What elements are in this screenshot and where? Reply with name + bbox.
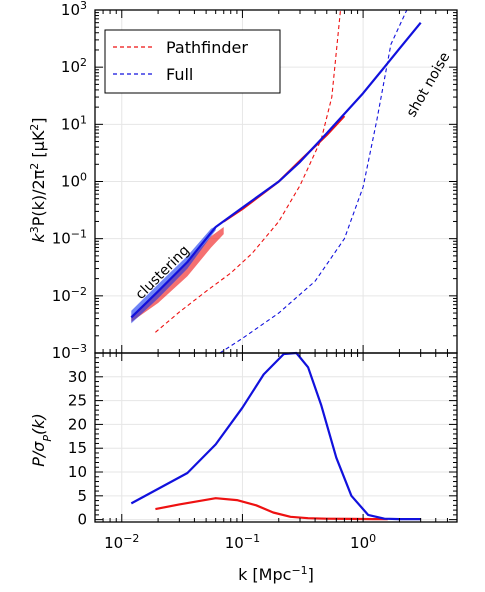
bottom-ytick-label: 20 xyxy=(68,415,87,433)
top-ytick-label: 10−3 xyxy=(52,342,87,363)
bot-ylabel-end: (k) xyxy=(29,413,48,435)
tick-base: 10 xyxy=(61,1,80,19)
tick-exponent: −1 xyxy=(71,227,87,240)
top-ylabel-exp1: 3 xyxy=(28,226,41,233)
snr-line-0 xyxy=(155,497,388,521)
series-pathfinder-noise xyxy=(155,9,342,333)
bottom-ytick-label: 15 xyxy=(68,439,87,457)
legend-box xyxy=(104,29,281,94)
bottom-ytick-label: 30 xyxy=(68,368,87,386)
tick-base: 10 xyxy=(225,534,244,552)
top-ylabel-close: ] xyxy=(29,117,48,123)
top-ylabel-mid: P(k)/2π xyxy=(29,169,48,226)
xtick-label: 10−1 xyxy=(225,532,260,553)
annotation-shot-noise: shot noise xyxy=(404,50,454,120)
tick-base: 10 xyxy=(104,534,123,552)
xlabel-main: k [Mpc xyxy=(238,565,291,584)
top-panel-series xyxy=(130,9,422,354)
series-full-noise xyxy=(219,9,408,354)
tick-exponent: 1 xyxy=(80,113,87,126)
tick-exponent: 3 xyxy=(80,0,87,12)
tick-base: 10 xyxy=(350,534,369,552)
tick-base: 10 xyxy=(61,115,80,133)
bottom-ytick-label: 25 xyxy=(68,392,87,410)
bottom-y-axis-label: P/σP(k) xyxy=(29,413,54,467)
top-ytick-label: 103 xyxy=(61,0,87,19)
bottom-panel-frame xyxy=(94,352,458,523)
tick-exponent: −1 xyxy=(244,532,260,545)
tick-base: 10 xyxy=(52,344,71,362)
bottom-ytick-label: 0 xyxy=(77,511,87,529)
bottom-ytick-label: 10 xyxy=(68,463,87,481)
top-ylabel-units: [μK xyxy=(29,130,48,163)
top-ytick-label: 10−2 xyxy=(52,284,87,305)
top-ytick-label: 102 xyxy=(61,56,87,77)
tick-base: 10 xyxy=(52,230,71,248)
legend-full-label: Full xyxy=(166,65,193,84)
top-y-axis-label: k3P(k)/2π2 [μK2] xyxy=(28,117,49,242)
tick-exponent: 0 xyxy=(80,170,87,183)
tick-exponent: 2 xyxy=(80,56,87,69)
bottom-panel-series xyxy=(130,351,421,521)
bottom-panel-grid xyxy=(95,353,457,522)
top-ylabel-exp3: 2 xyxy=(28,124,41,131)
bot-ylabel-sub: P xyxy=(41,435,54,442)
top-ytick-label: 10−1 xyxy=(52,227,87,248)
snr-line-1 xyxy=(130,351,421,521)
bottom-ytick-label: 5 xyxy=(77,487,87,505)
tick-base: 10 xyxy=(52,287,71,305)
series-line-5 xyxy=(130,22,422,319)
legend-pathfinder-label: Pathfinder xyxy=(166,38,248,57)
legend: Pathfinder Full xyxy=(104,29,281,94)
xtick-label: 10−2 xyxy=(104,532,139,553)
xlabel-close: ] xyxy=(308,565,314,584)
top-ytick-label: 101 xyxy=(61,113,87,134)
top-ylabel-k: k xyxy=(29,233,48,243)
tick-exponent: −2 xyxy=(71,284,87,297)
tick-exponent: −2 xyxy=(123,532,139,545)
xtick-label: 100 xyxy=(350,532,376,553)
x-axis-label: k [Mpc−1] xyxy=(238,564,314,585)
top-ylabel-exp2: 2 xyxy=(28,163,41,170)
series-line-3 xyxy=(223,115,346,223)
tick-base: 10 xyxy=(61,173,80,191)
bot-ylabel-main: P/σ xyxy=(29,441,48,467)
tick-exponent: 0 xyxy=(369,532,376,545)
top-ytick-label: 100 xyxy=(61,170,87,191)
tick-exponent: −3 xyxy=(71,342,87,355)
xlabel-exp: −1 xyxy=(291,564,307,577)
tick-base: 10 xyxy=(61,58,80,76)
